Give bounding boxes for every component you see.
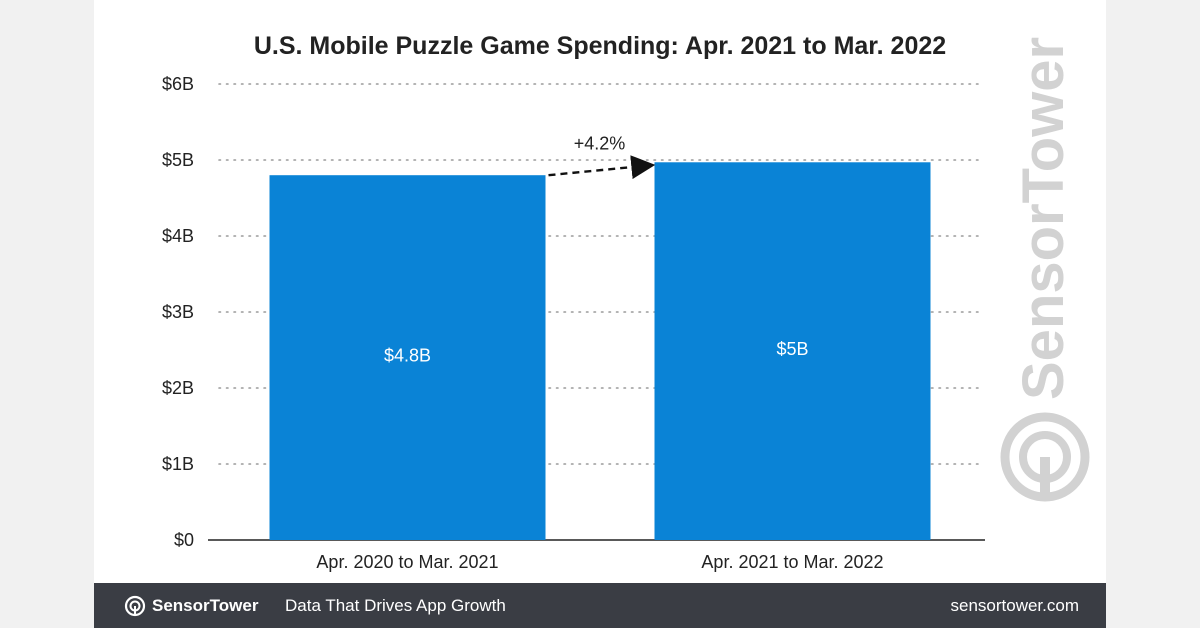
footer-brand: SensorTower <box>152 596 259 615</box>
footer-tagline: Data That Drives App Growth <box>285 596 506 615</box>
watermark-text: SensorTower <box>1011 37 1076 400</box>
footer-url-link[interactable]: sensortower.com <box>950 596 1080 615</box>
y-tick-label: $2B <box>162 378 194 398</box>
y-tick-label: $0 <box>174 530 194 550</box>
sensortower-logo-icon <box>1000 412 1090 502</box>
x-tick-label: Apr. 2020 to Mar. 2021 <box>316 552 498 572</box>
y-tick-label: $4B <box>162 226 194 246</box>
y-tick-label: $1B <box>162 454 194 474</box>
chart-card <box>94 0 1106 628</box>
sensortower-logo-icon <box>124 595 146 617</box>
bar-data-label: $4.8B <box>384 346 431 366</box>
chart-title: U.S. Mobile Puzzle Game Spending: Apr. 2… <box>253 32 947 60</box>
bar <box>269 175 546 540</box>
footer-logo[interactable]: SensorTower <box>124 594 258 618</box>
y-tick-label: $6B <box>162 74 194 94</box>
y-tick-label: $5B <box>162 150 194 170</box>
bar <box>654 162 931 540</box>
footer-bar: SensorTower Data That Drives App Growth … <box>94 583 1106 628</box>
growth-arrow <box>548 155 656 180</box>
growth-annotation-label: +4.2% <box>574 133 626 153</box>
y-tick-label: $3B <box>162 302 194 322</box>
bar-data-label: $5B <box>776 339 808 359</box>
sensortower-watermark: SensorTower <box>1000 37 1090 502</box>
x-tick-label: Apr. 2021 to Mar. 2022 <box>701 552 883 572</box>
